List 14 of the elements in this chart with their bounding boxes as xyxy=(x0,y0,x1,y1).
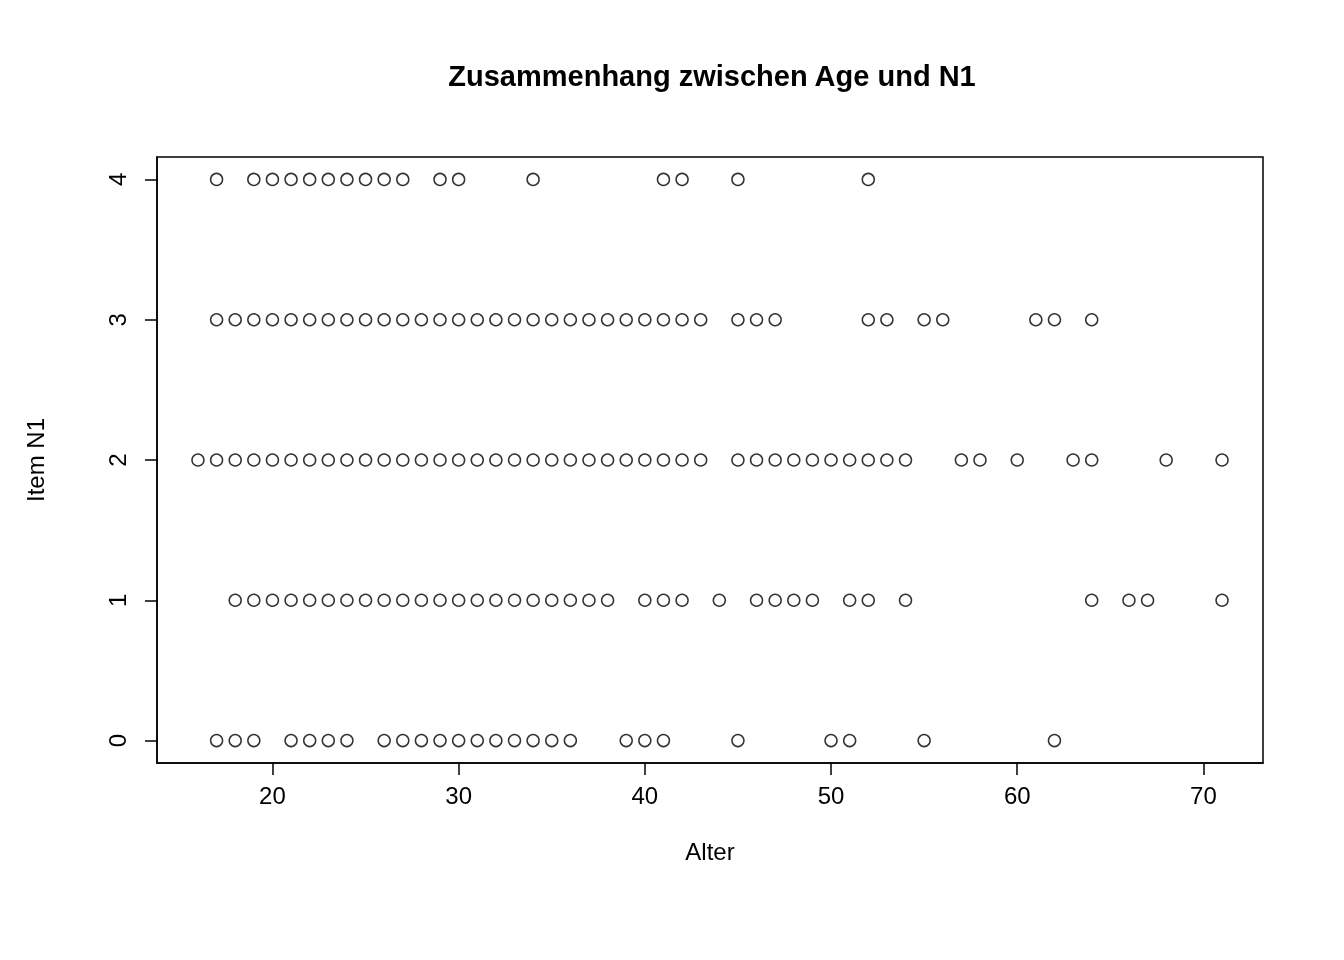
y-tick-label: 0 xyxy=(103,733,131,748)
x-tick-label: 60 xyxy=(1003,781,1031,809)
x-axis-title: Alter xyxy=(685,837,735,865)
y-tick-label: 1 xyxy=(103,593,131,607)
x-tick-label: 50 xyxy=(817,781,845,809)
chart-title: Zusammenhang zwischen Age und N1 xyxy=(448,59,976,92)
y-tick-label: 3 xyxy=(103,313,131,327)
y-tick-label: 2 xyxy=(103,453,131,467)
y-tick-label: 4 xyxy=(103,172,131,187)
x-tick-label: 20 xyxy=(259,781,286,809)
x-tick-label: 40 xyxy=(631,781,659,809)
x-tick-label: 70 xyxy=(1190,781,1217,809)
x-tick-label: 30 xyxy=(445,781,472,809)
y-axis-title: Item N1 xyxy=(21,417,49,503)
